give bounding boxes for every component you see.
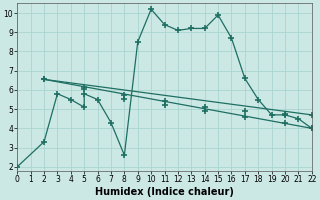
X-axis label: Humidex (Indice chaleur): Humidex (Indice chaleur) bbox=[95, 187, 234, 197]
